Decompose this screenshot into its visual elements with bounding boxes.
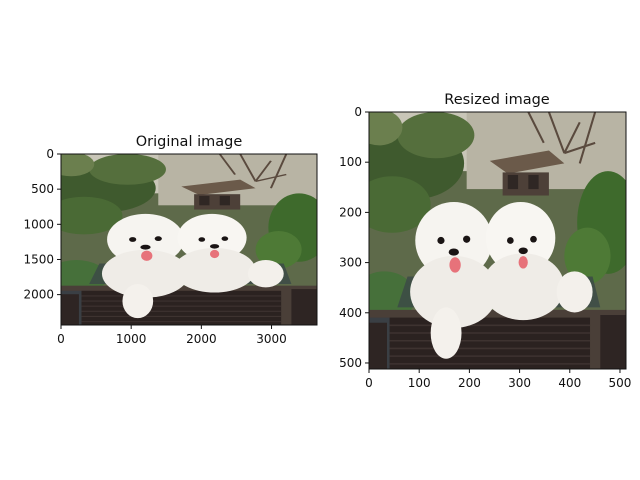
original-image-ytick-label-0: 0 xyxy=(46,147,54,161)
resized-image-xtick-label-0: 0 xyxy=(365,376,373,390)
original-image-ticks: 0 1000 2000 3000 0 500 1000 1500 2000 xyxy=(23,147,286,346)
resized-image-ytick-label-0: 0 xyxy=(354,105,362,119)
original-image-ytick-label-1500: 1500 xyxy=(23,252,54,266)
resized-image-xtick-label-200: 200 xyxy=(458,376,481,390)
original-image-xtick-label-3000: 3000 xyxy=(256,332,287,346)
original-image-ytick-label-1000: 1000 xyxy=(23,217,54,231)
resized-image-ytick-label-100: 100 xyxy=(339,155,362,169)
resized-image-title: Resized image xyxy=(444,92,550,108)
original-image-xtick-label-0: 0 xyxy=(57,332,65,346)
resized-image-ytick-label-200: 200 xyxy=(339,205,362,219)
resized-image-xtick-label-100: 100 xyxy=(408,376,431,390)
original-image-ytick-label-500: 500 xyxy=(31,182,54,196)
original-image-frame xyxy=(60,153,318,326)
resized-image-frame xyxy=(368,111,627,370)
resized-image-xtick-label-500: 500 xyxy=(609,376,632,390)
original-image-photo xyxy=(61,154,317,325)
original-image-subplot: Original image 0 1000 2000 3000 0 500 1000 1500… xyxy=(23,134,318,346)
original-image-xtick-label-1000: 1000 xyxy=(116,332,147,346)
original-image-title: Original image xyxy=(136,134,243,150)
original-image-ytick-label-2000: 2000 xyxy=(23,288,54,302)
resized-image-xtick-label-300: 300 xyxy=(508,376,531,390)
resized-image-ytick-label-400: 400 xyxy=(339,306,362,320)
resized-image-subplot: Resized image 0 100 200 300 400 5000100200300… xyxy=(339,92,631,390)
resized-image-xtick-label-400: 400 xyxy=(558,376,581,390)
resized-image-ytick-label-500: 500 xyxy=(339,356,362,370)
resized-image-ytick-label-300: 300 xyxy=(339,256,362,270)
original-image-xtick-label-2000: 2000 xyxy=(186,332,217,346)
resized-image-photo xyxy=(369,112,626,369)
